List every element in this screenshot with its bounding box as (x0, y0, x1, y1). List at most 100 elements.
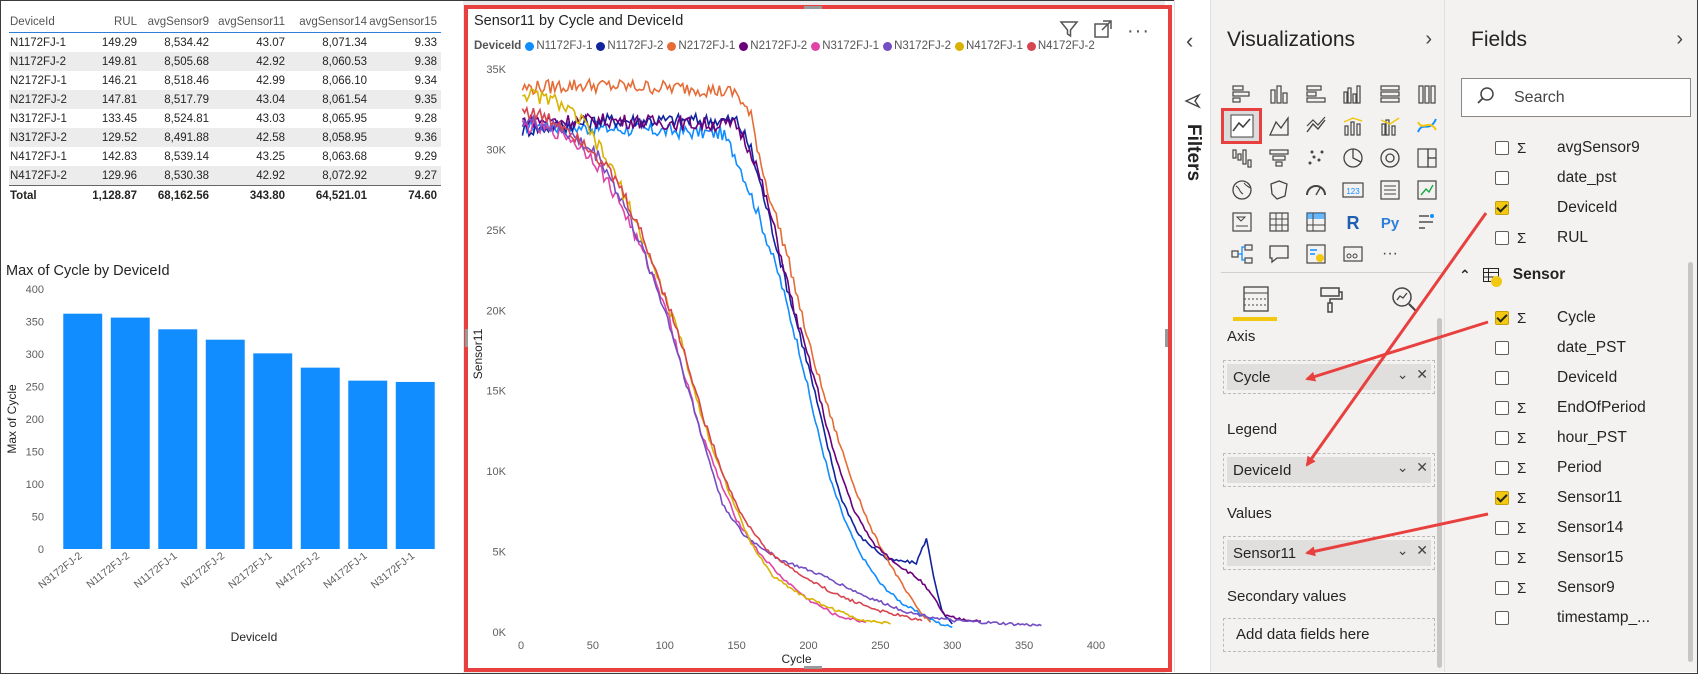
funnel-icon[interactable] (1260, 142, 1297, 174)
fields-collapse-chevron-icon[interactable]: › (1676, 28, 1683, 50)
legend-item[interactable]: N2172FJ-1 (667, 40, 735, 52)
field-checkbox[interactable] (1495, 431, 1509, 445)
field-item[interactable]: DeviceId (1495, 196, 1617, 220)
legend-well[interactable]: DeviceId ⌄ ✕ (1223, 453, 1435, 487)
field-item[interactable]: Σ Sensor14 (1495, 516, 1623, 540)
bar[interactable] (395, 381, 435, 549)
field-checkbox[interactable] (1495, 231, 1509, 245)
line-column-icon[interactable] (1334, 110, 1371, 142)
clustered-column-icon[interactable] (1334, 78, 1371, 110)
series-line[interactable] (521, 77, 932, 623)
bar[interactable] (158, 329, 198, 549)
chevron-down-icon[interactable]: ⌄ (1396, 366, 1409, 382)
resize-handle-bottom[interactable] (804, 666, 822, 669)
series-line[interactable] (521, 114, 1042, 627)
clustered-bar-icon[interactable] (1297, 78, 1334, 110)
focus-mode-icon[interactable] (1093, 19, 1113, 44)
values-well[interactable]: Sensor11 ⌄ ✕ (1223, 536, 1435, 570)
legend-item[interactable]: N3172FJ-2 (883, 40, 951, 52)
field-checkbox[interactable] (1495, 551, 1509, 565)
bar[interactable] (348, 380, 388, 549)
field-checkbox[interactable] (1495, 611, 1509, 625)
paginated-icon[interactable] (1334, 238, 1371, 270)
legend-item[interactable]: N2172FJ-2 (739, 40, 807, 52)
field-checkbox[interactable] (1495, 461, 1509, 475)
field-item[interactable]: Σ Sensor9 (1495, 576, 1615, 600)
gauge-icon[interactable] (1297, 174, 1334, 206)
filters-pane[interactable]: ‹ Filters (1174, 0, 1210, 672)
resize-handle-left[interactable] (465, 329, 468, 347)
field-item[interactable]: date_PST (1495, 336, 1626, 360)
remove-field-icon[interactable]: ✕ (1416, 366, 1428, 382)
legend-item[interactable]: N1172FJ-2 (596, 40, 663, 52)
field-checkbox[interactable] (1495, 311, 1509, 325)
line-chart[interactable]: 0K 5K 10K 15K 20K 25K 30K 35K 0 50 100 150 200 250 300… (468, 9, 1168, 668)
series-line[interactable] (522, 88, 891, 625)
field-checkbox[interactable] (1495, 401, 1509, 415)
chevron-down-icon[interactable]: ⌄ (1396, 459, 1409, 475)
secondary-values-well[interactable]: Add data fields here (1223, 618, 1435, 652)
format-paint-roller-icon[interactable] (1313, 282, 1347, 316)
more-icon[interactable]: ··· (1371, 238, 1408, 270)
field-checkbox[interactable] (1495, 171, 1509, 185)
visualizations-collapse-chevron-icon[interactable]: › (1425, 28, 1432, 50)
field-checkbox[interactable] (1495, 141, 1509, 155)
line-clustered-icon[interactable] (1371, 110, 1408, 142)
filters-label[interactable]: Filters (1183, 124, 1204, 182)
scatter-icon[interactable] (1297, 142, 1334, 174)
matrix-icon[interactable] (1297, 206, 1334, 238)
remove-field-icon[interactable]: ✕ (1416, 542, 1428, 558)
card-icon[interactable]: 123 (1334, 174, 1371, 206)
series-line[interactable] (521, 119, 867, 624)
fields-search-input[interactable]: Search (1461, 78, 1691, 117)
line-chart-icon[interactable] (1221, 108, 1262, 144)
table-sensor[interactable]: ⌃ Sensor (1459, 266, 1565, 287)
multirow-card-icon[interactable] (1371, 174, 1408, 206)
scrollbar[interactable] (1437, 318, 1442, 668)
100-column-icon[interactable] (1408, 78, 1445, 110)
area-chart-icon[interactable] (1260, 110, 1297, 142)
field-item[interactable]: timestamp_... (1495, 606, 1650, 630)
stacked-column-icon[interactable] (1260, 78, 1297, 110)
map-icon[interactable] (1223, 174, 1260, 206)
decomposition-tree-icon[interactable] (1223, 238, 1260, 270)
field-item[interactable]: Σ Period (1495, 456, 1602, 480)
donut-icon[interactable] (1371, 142, 1408, 174)
more-options-icon[interactable]: ··· (1127, 20, 1150, 42)
field-checkbox[interactable] (1495, 201, 1509, 215)
series-line[interactable] (521, 111, 953, 625)
treemap-icon[interactable] (1408, 142, 1445, 174)
field-checkbox[interactable] (1495, 341, 1509, 355)
ribbon-icon[interactable] (1408, 110, 1445, 142)
filled-map-icon[interactable] (1260, 174, 1297, 206)
qa-icon[interactable] (1260, 238, 1297, 270)
fields-well-tab-icon[interactable] (1233, 282, 1277, 321)
chevron-up-icon[interactable]: ⌃ (1459, 266, 1471, 283)
bar[interactable] (205, 339, 245, 549)
field-item[interactable]: Σ Sensor15 (1495, 546, 1623, 570)
bar[interactable] (110, 317, 150, 549)
field-item[interactable]: date_pst (1495, 166, 1616, 190)
stacked-bar-icon[interactable] (1223, 78, 1260, 110)
bar[interactable] (63, 313, 103, 549)
line-chart-visual[interactable]: 0K 5K 10K 15K 20K 25K 30K 35K 0 50 100 150 200 250 300… (464, 5, 1172, 672)
stacked-area-icon[interactable] (1297, 110, 1334, 142)
legend-item[interactable]: N3172FJ-1 (811, 40, 879, 52)
summary-table[interactable]: DeviceId RUL avgSensor9 avgSensor11 avgSenso… (9, 11, 441, 206)
legend-item[interactable]: N4172FJ-2 (1026, 40, 1095, 52)
filters-collapse-chevron-icon[interactable]: ‹ (1186, 28, 1194, 53)
field-item[interactable]: Σ RUL (1495, 226, 1588, 250)
python-visual-icon[interactable]: Py (1371, 206, 1408, 238)
pie-icon[interactable] (1334, 142, 1371, 174)
remove-field-icon[interactable]: ✕ (1416, 459, 1428, 475)
series-line[interactable] (522, 112, 982, 623)
axis-well[interactable]: Cycle ⌄ ✕ (1223, 360, 1435, 394)
field-item[interactable]: Σ Cycle (1495, 306, 1596, 330)
field-checkbox[interactable] (1495, 371, 1509, 385)
series-line[interactable] (521, 105, 923, 622)
smart-narrative-icon[interactable] (1297, 238, 1334, 270)
table-icon[interactable] (1260, 206, 1297, 238)
chevron-down-icon[interactable]: ⌄ (1396, 542, 1409, 558)
